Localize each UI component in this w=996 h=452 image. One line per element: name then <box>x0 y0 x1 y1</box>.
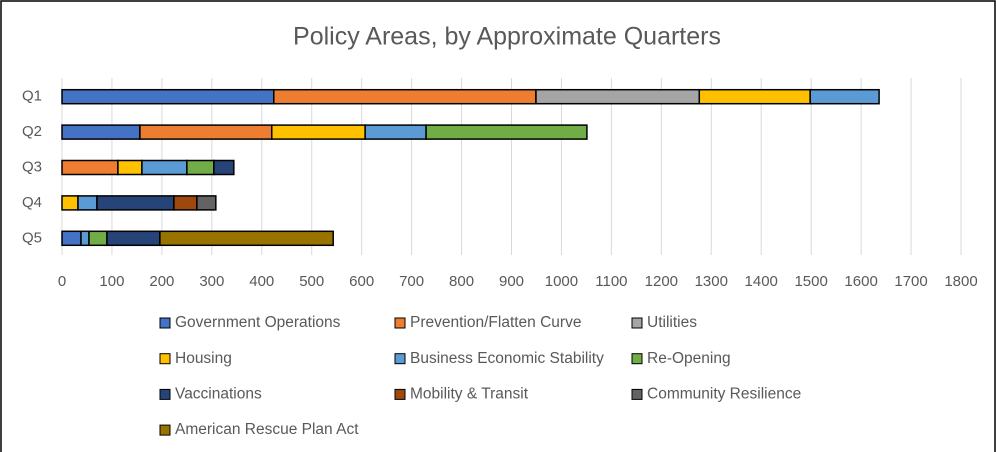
x-tick-label: 1500 <box>794 273 827 290</box>
x-tick-label: 700 <box>399 273 424 290</box>
x-tick-label: 1700 <box>894 273 927 290</box>
bar-segment <box>61 159 119 176</box>
x-tick-label: 1100 <box>595 273 627 290</box>
bar-segment <box>106 230 161 247</box>
bar-segment <box>213 159 235 176</box>
x-tick-label: 1400 <box>745 273 778 290</box>
y-tick-label: Q3 <box>22 158 42 175</box>
bar-segment <box>535 88 701 105</box>
legend-label: Utilities <box>647 314 697 331</box>
bar-segment <box>186 159 215 176</box>
legend-swatch <box>159 424 171 436</box>
bar-segment <box>77 195 98 211</box>
y-tick-label: Q4 <box>22 194 42 211</box>
x-tick-label: 600 <box>349 273 374 290</box>
legend-label: Mobility & Transit <box>410 385 529 402</box>
legend-label: Housing <box>175 350 232 367</box>
x-tick-label: 1800 <box>944 273 977 290</box>
x-tick-label: 900 <box>499 273 524 290</box>
x-tick-label: 100 <box>99 273 124 290</box>
legend-label: Business Economic Stability <box>410 350 604 367</box>
bar-segment <box>425 124 588 140</box>
bar-segment <box>271 124 366 140</box>
legend-label: Government Operations <box>175 314 341 331</box>
x-tick-label: 800 <box>449 273 474 290</box>
x-tick-label: 400 <box>249 273 274 290</box>
legend-swatch <box>159 353 171 365</box>
bar-segment <box>809 88 880 105</box>
bar-segment <box>273 88 537 105</box>
x-tick-label: 0 <box>58 273 66 290</box>
legend-swatch <box>631 317 643 329</box>
bar-segment <box>196 195 217 211</box>
legend-swatch <box>159 317 171 329</box>
bar-segment <box>88 230 108 247</box>
chart-title: Policy Areas, by Approximate Quarters <box>293 23 721 51</box>
bar-segment <box>364 124 427 140</box>
x-tick-label: 1200 <box>645 273 678 290</box>
legend-swatch <box>394 388 406 400</box>
legend-label: Vaccinations <box>175 385 262 402</box>
x-tick-label: 1000 <box>545 273 578 290</box>
bar-segment <box>61 230 82 247</box>
legend-swatch <box>159 388 171 400</box>
x-tick-label: 300 <box>199 273 224 290</box>
bar-segment <box>173 195 198 211</box>
bar-segment <box>141 159 188 176</box>
bar-segment <box>80 230 90 247</box>
bar-segment <box>96 195 175 211</box>
x-tick-label: 200 <box>149 273 174 290</box>
legend-label: American Rescue Plan Act <box>175 421 359 438</box>
bar-segment <box>61 124 141 140</box>
bar-segment <box>698 88 811 105</box>
x-tick-label: 1300 <box>695 273 728 290</box>
legend-label: Prevention/Flatten Curve <box>410 314 581 331</box>
legend-label: Re-Opening <box>647 350 731 367</box>
legend-label: Community Resilience <box>647 385 801 402</box>
bar-segment <box>61 88 275 105</box>
x-tick-label: 1600 <box>844 273 877 290</box>
bar-segment <box>139 124 273 140</box>
bar-segment <box>117 159 143 176</box>
y-tick-label: Q5 <box>22 229 42 246</box>
y-tick-label: Q2 <box>22 123 42 140</box>
y-tick-label: Q1 <box>22 88 42 105</box>
bar-segment <box>61 195 79 211</box>
x-tick-label: 500 <box>299 273 324 290</box>
legend-swatch <box>631 353 643 365</box>
legend-swatch <box>394 317 406 329</box>
legend-swatch <box>631 388 643 400</box>
bar-segment <box>159 230 334 247</box>
legend-swatch <box>394 353 406 365</box>
